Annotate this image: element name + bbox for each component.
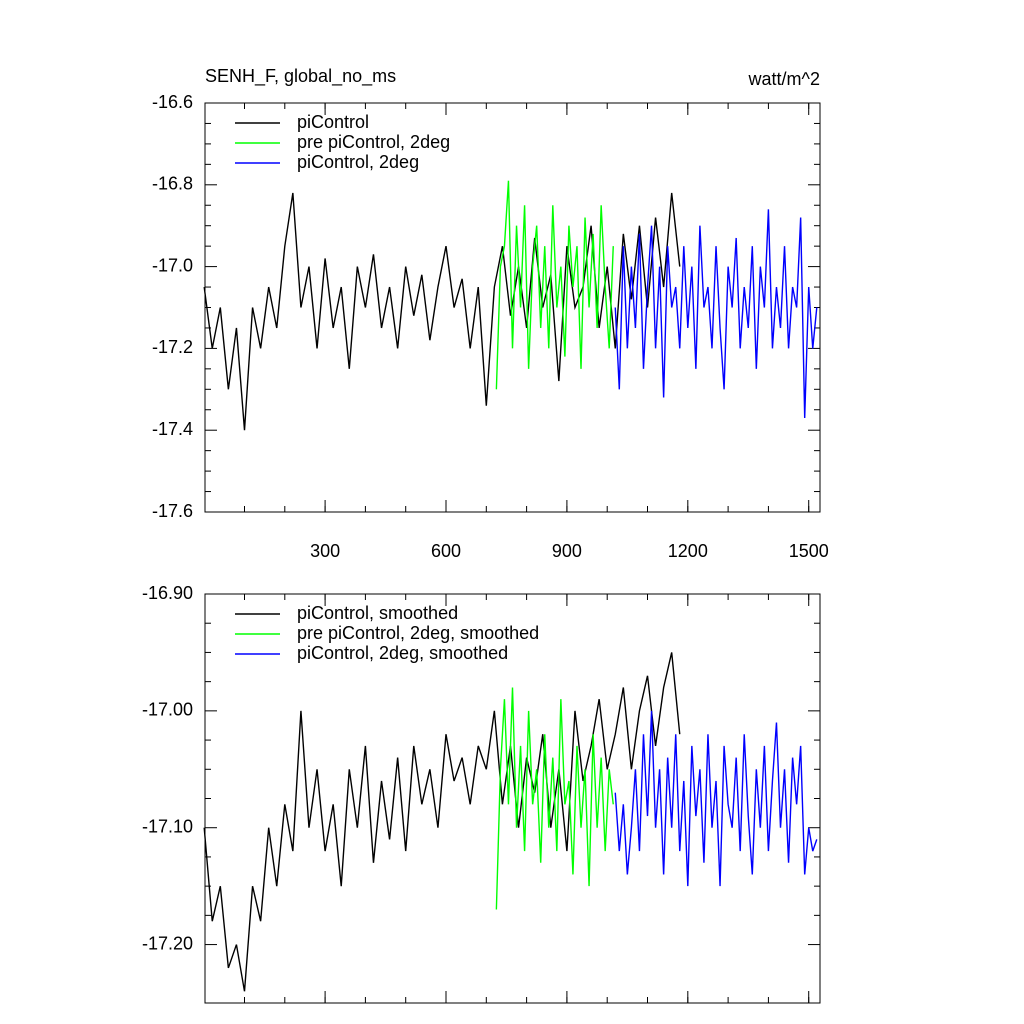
y-tick-label: -17.6 [152, 501, 193, 521]
legend-label: piControl, smoothed [297, 603, 458, 623]
x-tick-label: 900 [552, 541, 582, 561]
legend-label: pre piControl, 2deg, smoothed [297, 623, 539, 643]
units-label: watt/m^2 [748, 69, 820, 89]
legend-label: piControl, 2deg, smoothed [297, 643, 508, 663]
y-tick-label: -16.90 [142, 583, 193, 603]
y-tick-label: -17.4 [152, 419, 193, 439]
y-tick-label: -17.10 [142, 816, 193, 836]
y-tick-label: -17.0 [152, 255, 193, 275]
legend-label: piControl [297, 112, 369, 132]
x-tick-label: 1200 [668, 541, 708, 561]
series-line [495, 180, 614, 390]
y-tick-label: -16.8 [152, 174, 193, 194]
x-tick-label: 600 [431, 541, 461, 561]
y-tick-label: -17.20 [142, 933, 193, 953]
legend-label: pre piControl, 2deg [297, 132, 450, 152]
series-line [614, 710, 818, 887]
series-line [203, 192, 681, 431]
x-tick-label: 300 [310, 541, 340, 561]
y-tick-label: -17.2 [152, 337, 193, 357]
series-line [203, 652, 681, 992]
series-line [614, 209, 818, 418]
chart-title: SENH_F, global_no_ms [205, 66, 396, 87]
x-tick-label: 1500 [789, 541, 829, 561]
y-tick-label: -17.00 [142, 700, 193, 720]
y-tick-label: -16.6 [152, 92, 193, 112]
legend-label: piControl, 2deg [297, 152, 419, 172]
series-line [495, 687, 614, 910]
